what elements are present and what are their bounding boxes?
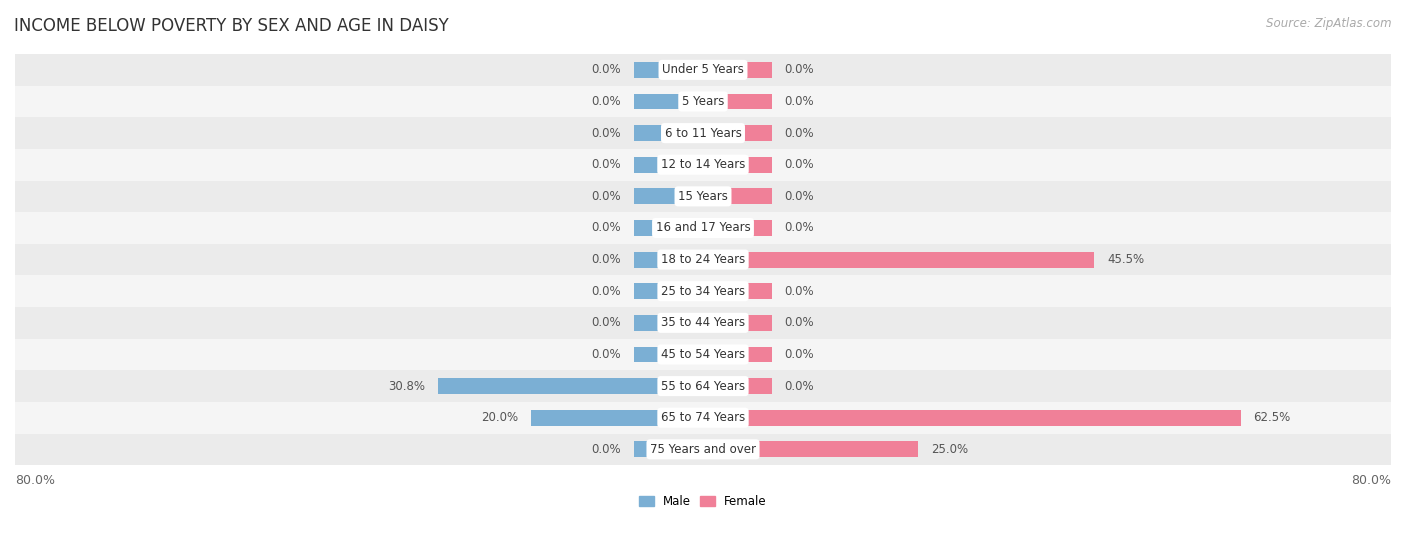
Text: 0.0%: 0.0% bbox=[785, 64, 814, 76]
Text: 75 Years and over: 75 Years and over bbox=[650, 443, 756, 456]
Text: 0.0%: 0.0% bbox=[785, 316, 814, 329]
Legend: Male, Female: Male, Female bbox=[634, 490, 772, 513]
Bar bbox=[703, 252, 1094, 267]
Bar bbox=[15, 212, 1391, 244]
Text: 62.5%: 62.5% bbox=[1253, 411, 1291, 424]
Text: 0.0%: 0.0% bbox=[785, 222, 814, 234]
Text: 45.5%: 45.5% bbox=[1107, 253, 1144, 266]
Text: 12 to 14 Years: 12 to 14 Years bbox=[661, 158, 745, 171]
Bar bbox=[634, 252, 703, 267]
Text: 80.0%: 80.0% bbox=[1351, 474, 1391, 487]
Bar bbox=[703, 410, 1240, 426]
Bar bbox=[634, 94, 703, 109]
Text: 0.0%: 0.0% bbox=[592, 190, 621, 203]
Bar bbox=[15, 149, 1391, 181]
Bar bbox=[15, 244, 1391, 276]
Bar bbox=[531, 410, 703, 426]
Bar bbox=[15, 402, 1391, 434]
Text: 20.0%: 20.0% bbox=[481, 411, 517, 424]
Text: 35 to 44 Years: 35 to 44 Years bbox=[661, 316, 745, 329]
Bar bbox=[15, 181, 1391, 212]
Bar bbox=[634, 441, 703, 457]
Text: 0.0%: 0.0% bbox=[592, 127, 621, 140]
Text: 0.0%: 0.0% bbox=[592, 253, 621, 266]
Bar bbox=[439, 378, 703, 394]
Bar bbox=[703, 315, 772, 331]
Text: 0.0%: 0.0% bbox=[592, 285, 621, 298]
Bar bbox=[703, 125, 772, 141]
Text: 0.0%: 0.0% bbox=[785, 190, 814, 203]
Text: 0.0%: 0.0% bbox=[785, 285, 814, 298]
Bar bbox=[703, 220, 772, 236]
Text: 0.0%: 0.0% bbox=[592, 316, 621, 329]
Text: 0.0%: 0.0% bbox=[592, 95, 621, 108]
Bar bbox=[703, 62, 772, 78]
Bar bbox=[634, 125, 703, 141]
Text: 55 to 64 Years: 55 to 64 Years bbox=[661, 379, 745, 393]
Text: 0.0%: 0.0% bbox=[592, 64, 621, 76]
Text: 6 to 11 Years: 6 to 11 Years bbox=[665, 127, 741, 140]
Bar bbox=[703, 157, 772, 172]
Text: 0.0%: 0.0% bbox=[785, 95, 814, 108]
Text: 0.0%: 0.0% bbox=[785, 158, 814, 171]
Text: 25 to 34 Years: 25 to 34 Years bbox=[661, 285, 745, 298]
Bar bbox=[703, 189, 772, 204]
Bar bbox=[634, 189, 703, 204]
Text: 5 Years: 5 Years bbox=[682, 95, 724, 108]
Text: 45 to 54 Years: 45 to 54 Years bbox=[661, 348, 745, 361]
Bar bbox=[15, 434, 1391, 465]
Text: 15 Years: 15 Years bbox=[678, 190, 728, 203]
Bar bbox=[15, 371, 1391, 402]
Bar bbox=[15, 307, 1391, 339]
Text: 80.0%: 80.0% bbox=[15, 474, 55, 487]
Text: 16 and 17 Years: 16 and 17 Years bbox=[655, 222, 751, 234]
Bar bbox=[15, 86, 1391, 117]
Bar bbox=[634, 62, 703, 78]
Text: 18 to 24 Years: 18 to 24 Years bbox=[661, 253, 745, 266]
Text: 30.8%: 30.8% bbox=[388, 379, 425, 393]
Bar bbox=[634, 220, 703, 236]
Text: 0.0%: 0.0% bbox=[592, 222, 621, 234]
Text: 0.0%: 0.0% bbox=[592, 443, 621, 456]
Bar bbox=[15, 276, 1391, 307]
Bar bbox=[634, 347, 703, 362]
Bar bbox=[15, 117, 1391, 149]
Text: 65 to 74 Years: 65 to 74 Years bbox=[661, 411, 745, 424]
Text: Source: ZipAtlas.com: Source: ZipAtlas.com bbox=[1267, 17, 1392, 30]
Bar bbox=[634, 283, 703, 299]
Text: 0.0%: 0.0% bbox=[592, 158, 621, 171]
Text: 0.0%: 0.0% bbox=[785, 127, 814, 140]
Bar bbox=[703, 378, 772, 394]
Text: Under 5 Years: Under 5 Years bbox=[662, 64, 744, 76]
Bar bbox=[634, 157, 703, 172]
Bar bbox=[703, 441, 918, 457]
Bar bbox=[703, 347, 772, 362]
Text: INCOME BELOW POVERTY BY SEX AND AGE IN DAISY: INCOME BELOW POVERTY BY SEX AND AGE IN D… bbox=[14, 17, 449, 35]
Bar bbox=[15, 54, 1391, 86]
Bar bbox=[634, 315, 703, 331]
Bar bbox=[15, 339, 1391, 371]
Text: 0.0%: 0.0% bbox=[785, 379, 814, 393]
Bar bbox=[703, 94, 772, 109]
Text: 0.0%: 0.0% bbox=[785, 348, 814, 361]
Bar bbox=[703, 283, 772, 299]
Text: 0.0%: 0.0% bbox=[592, 348, 621, 361]
Text: 25.0%: 25.0% bbox=[931, 443, 967, 456]
